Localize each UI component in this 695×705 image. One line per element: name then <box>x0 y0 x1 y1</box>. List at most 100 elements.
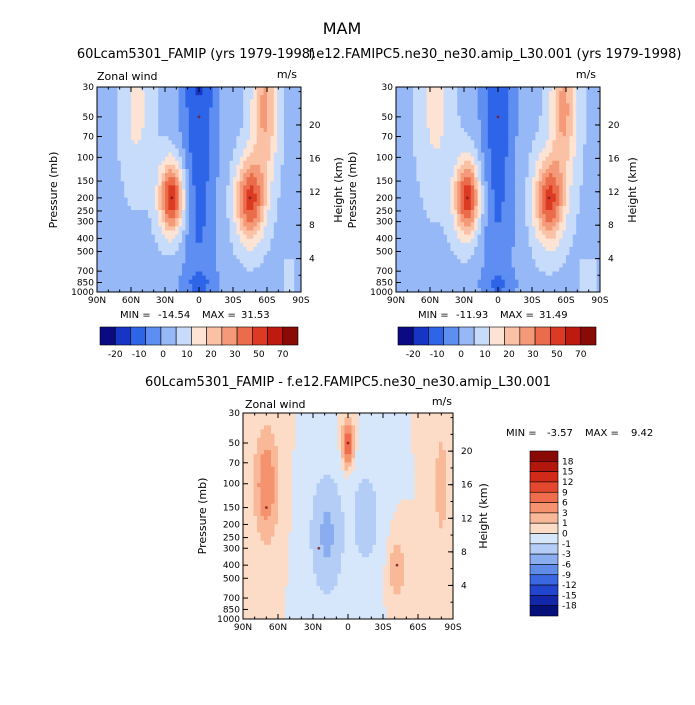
field-cell <box>199 160 203 166</box>
field-cell <box>250 177 254 182</box>
field-cell <box>171 263 176 268</box>
field-cell <box>566 201 570 207</box>
field-cell <box>498 164 502 170</box>
field-cell <box>110 222 115 227</box>
field-cell <box>436 132 441 137</box>
field-cell <box>202 267 207 273</box>
field-cell <box>294 230 299 236</box>
field-cell <box>270 201 275 207</box>
field-cell <box>239 140 244 145</box>
field-cell <box>504 111 509 117</box>
field-cell <box>287 181 292 186</box>
field-cell <box>131 87 135 92</box>
field-cell <box>212 255 217 260</box>
field-cell <box>209 185 214 191</box>
field-cell <box>185 283 190 289</box>
field-cell <box>484 193 489 199</box>
field-cell <box>233 177 237 182</box>
field-cell <box>233 214 237 219</box>
field-cell <box>185 263 190 268</box>
field-cell <box>178 267 183 273</box>
field-cell <box>182 201 186 207</box>
field-cell <box>151 177 156 182</box>
field-cell <box>297 222 301 227</box>
field-cell <box>148 91 152 96</box>
field-cell <box>120 152 125 158</box>
field-cell <box>396 132 400 137</box>
field-cell <box>100 267 105 273</box>
field-cell <box>243 136 248 141</box>
field-cell <box>192 152 197 158</box>
field-cell <box>267 287 271 292</box>
field-cell <box>260 226 265 232</box>
field-cell <box>515 107 519 113</box>
field-cell <box>453 95 458 100</box>
field-cell <box>110 230 115 236</box>
field-cell <box>419 103 424 109</box>
field-cell <box>117 173 122 178</box>
field-cell <box>134 119 139 125</box>
field-cell <box>199 185 203 191</box>
field-cell <box>124 164 129 170</box>
field-cell <box>229 246 234 252</box>
field-cell <box>165 251 169 256</box>
field-cell <box>175 275 180 281</box>
field-cell <box>175 234 180 240</box>
field-cell <box>545 210 550 215</box>
field-cell <box>494 119 499 125</box>
field-cell <box>481 132 485 137</box>
field-cell <box>97 222 101 227</box>
field-cell <box>559 107 564 113</box>
field-cell <box>460 177 465 182</box>
field-cell <box>103 275 108 281</box>
field-cell <box>195 87 200 92</box>
field-cell <box>290 119 295 125</box>
field-cell <box>402 136 407 141</box>
field-cell <box>182 263 186 268</box>
field-cell <box>555 197 560 203</box>
field-cell <box>120 259 125 264</box>
field-cell <box>280 205 285 211</box>
field-cell <box>583 164 587 170</box>
field-cell <box>474 177 479 182</box>
colorbar-label: 50 <box>253 350 265 360</box>
field-cell <box>131 238 135 244</box>
field-cell <box>586 140 591 145</box>
field-cell <box>443 201 448 207</box>
field-cell <box>419 148 424 154</box>
field-cell <box>491 177 496 182</box>
field-cell <box>182 128 186 133</box>
field-cell <box>97 234 101 240</box>
field-cell <box>236 271 241 277</box>
field-cell <box>243 115 248 121</box>
field-cell <box>521 119 526 125</box>
field-cell <box>508 164 513 170</box>
field-cell <box>236 119 241 125</box>
field-cell <box>168 230 173 236</box>
field-cell <box>107 140 112 145</box>
field-cell <box>559 95 564 100</box>
field-cell <box>494 189 499 195</box>
field-cell <box>290 152 295 158</box>
field-cell <box>239 164 244 170</box>
field-cell <box>192 91 197 96</box>
field-cell <box>579 173 584 178</box>
field-cell <box>226 164 231 170</box>
y-tick-label: 400 <box>77 234 94 244</box>
field-cell <box>141 218 146 223</box>
field-cell <box>226 173 231 178</box>
field-cell <box>205 169 210 174</box>
field-cell <box>199 123 203 129</box>
field-cell <box>545 148 550 154</box>
field-cell <box>518 95 523 100</box>
field-cell <box>199 193 203 199</box>
field-cell <box>494 152 499 158</box>
field-cell <box>443 111 448 117</box>
field-cell <box>549 111 553 117</box>
field-cell <box>504 136 509 141</box>
field-cell <box>596 140 600 145</box>
field-cell <box>222 201 227 207</box>
field-cell <box>124 169 129 174</box>
field-cell <box>491 140 496 145</box>
field-cell <box>263 242 268 248</box>
